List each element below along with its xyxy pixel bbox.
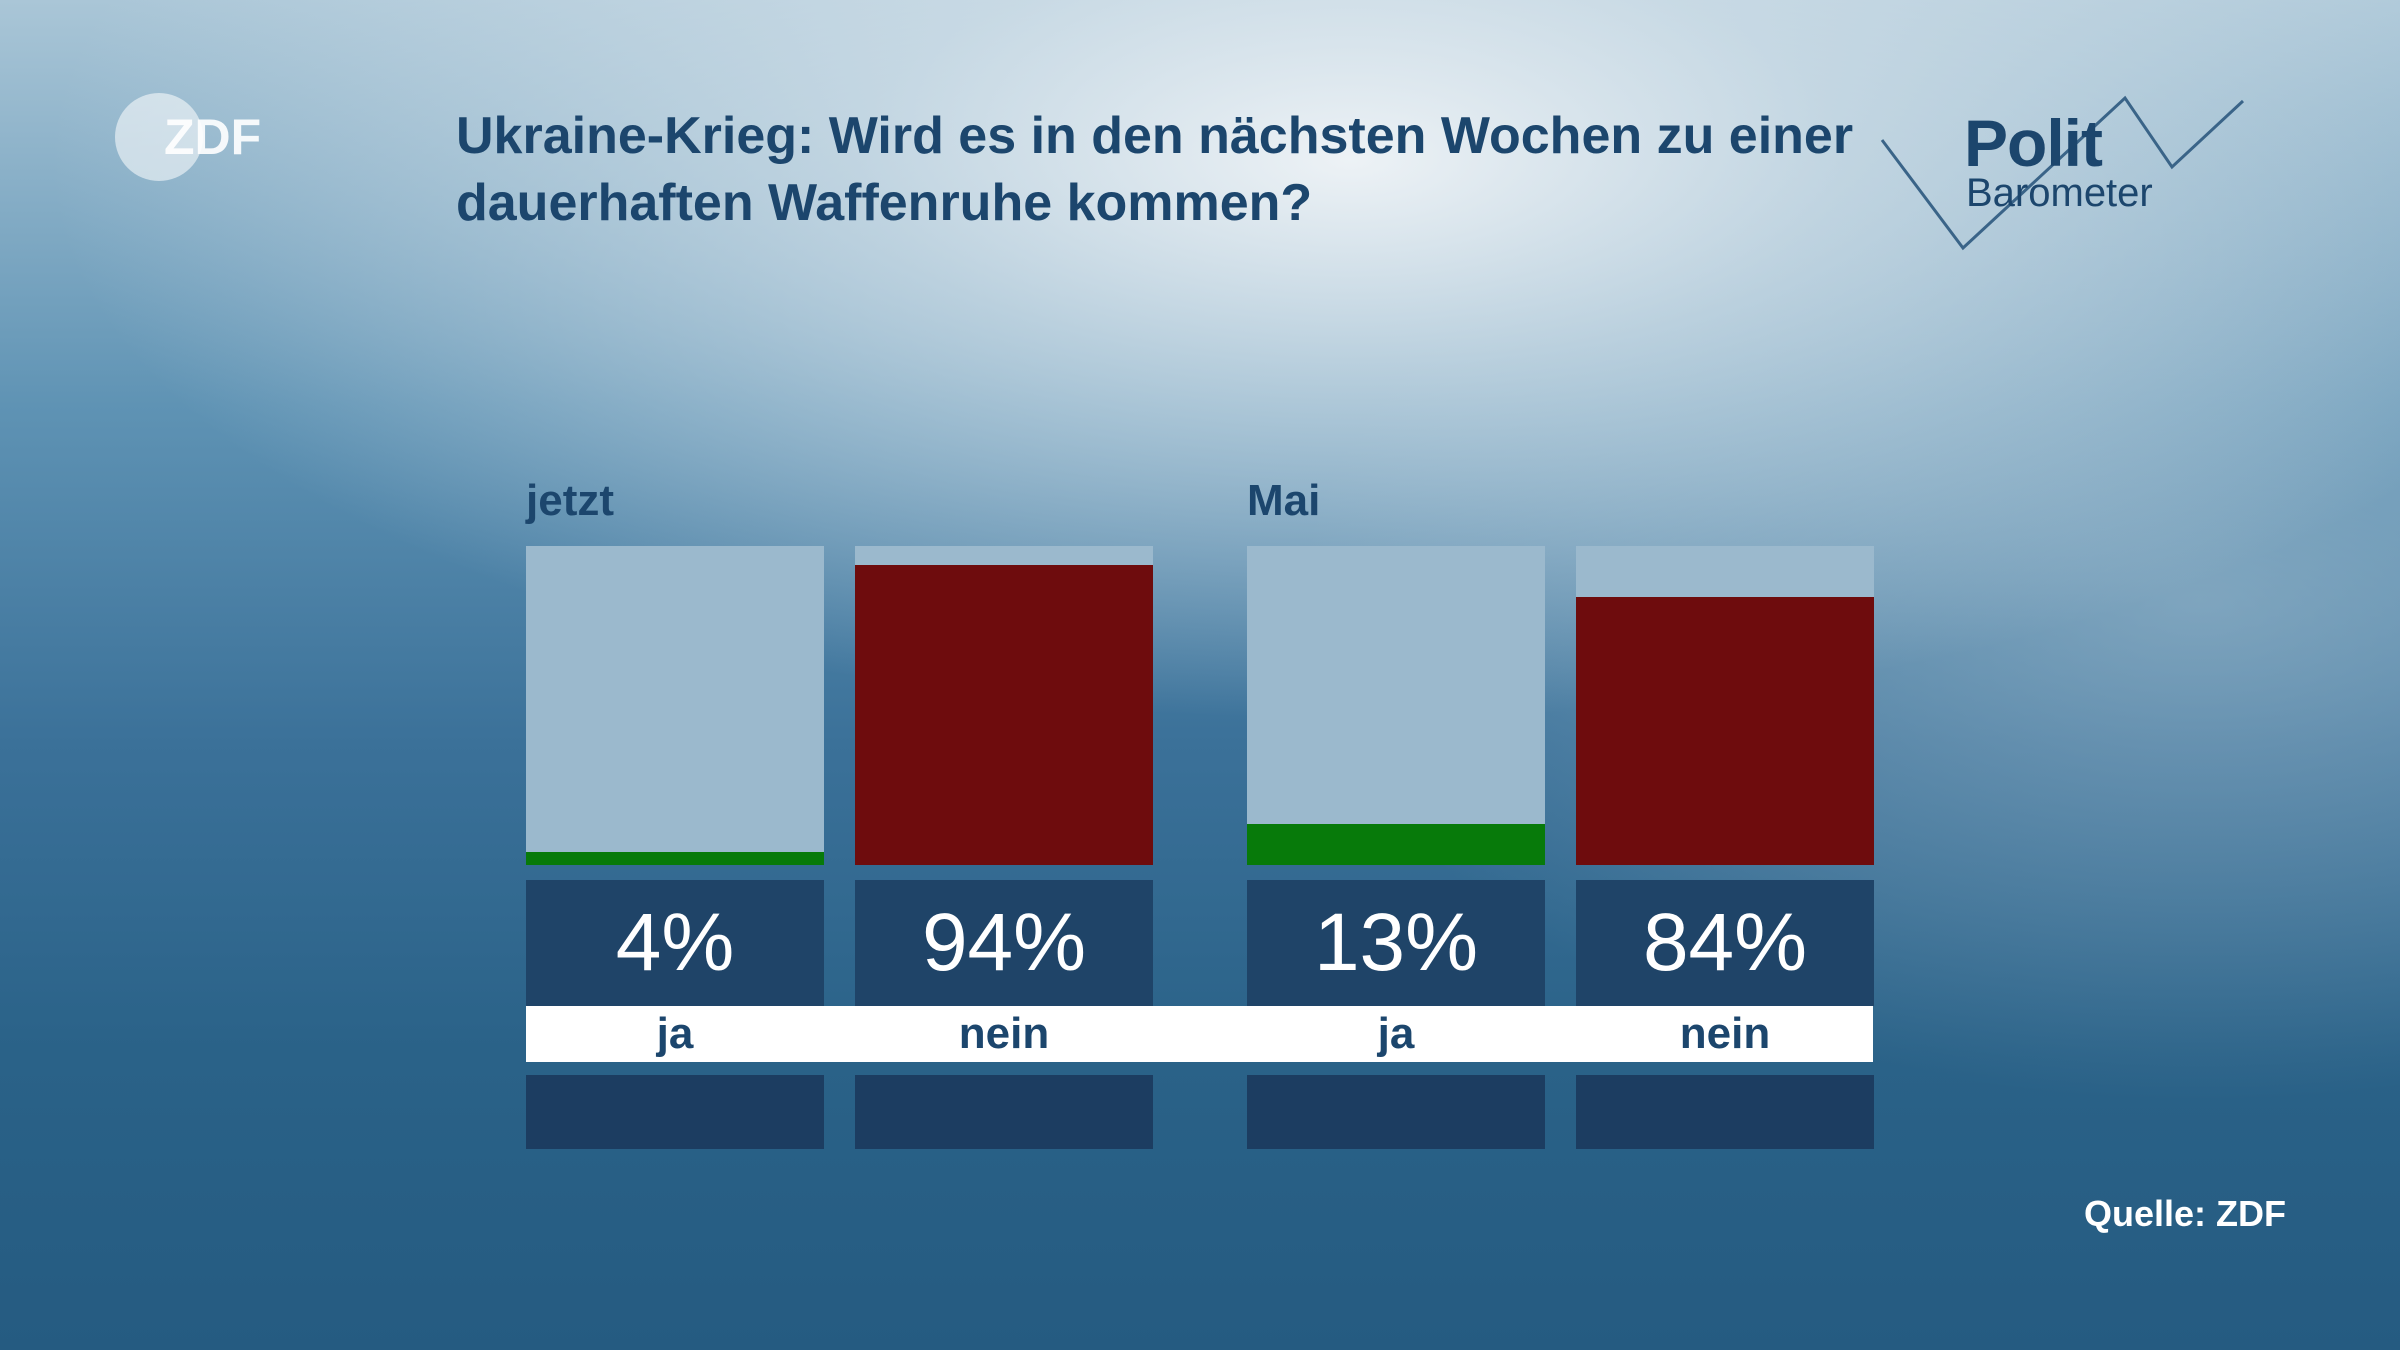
bar-track bbox=[526, 546, 824, 865]
politbarometer-logo: Polit Barometer bbox=[1880, 95, 2250, 255]
bar-ja bbox=[526, 852, 824, 865]
value-label: 4% bbox=[526, 880, 824, 1006]
bar-nein bbox=[855, 565, 1153, 865]
value-label: 94% bbox=[855, 880, 1153, 1006]
bar-track bbox=[1576, 546, 1874, 865]
chart-title: Ukraine-Krieg: Wird es in den nächsten W… bbox=[456, 107, 1854, 232]
bar-nein bbox=[1576, 597, 1874, 865]
value-label: 84% bbox=[1576, 880, 1874, 1006]
svg-text:ZDF: ZDF bbox=[164, 109, 261, 165]
bar-footer bbox=[526, 1075, 824, 1149]
bar-ja bbox=[1247, 823, 1545, 865]
category-label: nein bbox=[958, 1009, 1050, 1058]
bar-footer bbox=[855, 1075, 1153, 1149]
category-label: ja bbox=[1377, 1009, 1415, 1058]
answer-band bbox=[526, 1006, 1873, 1062]
group-label-0: jetzt bbox=[526, 476, 614, 525]
brand-barometer: Barometer bbox=[1966, 171, 2153, 215]
source-note: Quelle: ZDF bbox=[2083, 1193, 2286, 1234]
zdf-logo: ZDF bbox=[114, 92, 284, 182]
barometer-line-icon bbox=[1880, 95, 2245, 251]
category-label: nein bbox=[1679, 1009, 1771, 1058]
bar-track bbox=[1247, 546, 1545, 865]
brand-polit: Polit bbox=[1964, 106, 2103, 180]
bar-footer bbox=[1247, 1075, 1545, 1149]
bar-footer bbox=[1576, 1075, 1874, 1149]
category-label: ja bbox=[656, 1009, 694, 1058]
group-label-1: Mai bbox=[1247, 476, 1321, 525]
bar-track bbox=[855, 546, 1153, 865]
value-label: 13% bbox=[1247, 880, 1545, 1006]
